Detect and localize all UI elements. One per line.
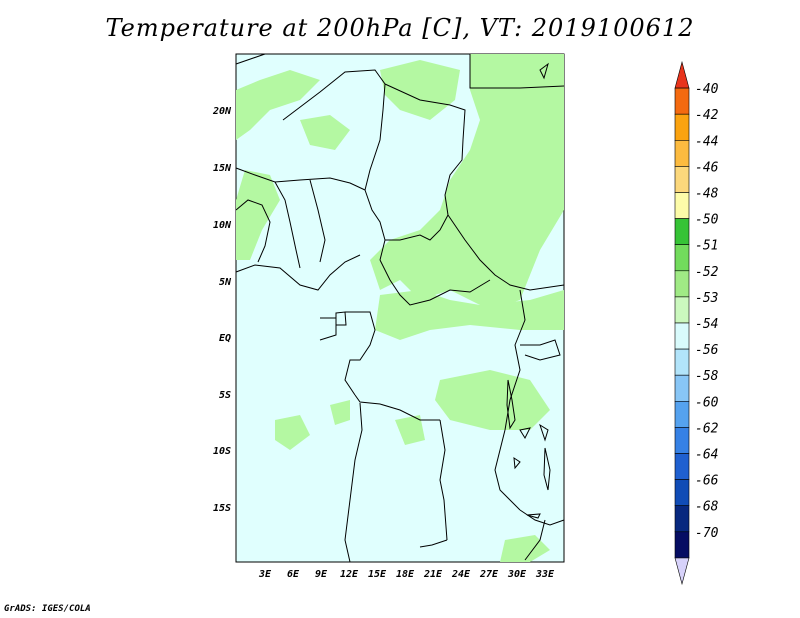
- colorbar-swatch: [674, 453, 690, 480]
- lakes: [506, 62, 551, 519]
- lon-label: 6E: [287, 569, 300, 580]
- colorbar-swatch: [674, 192, 690, 219]
- colorbar-swatch: [674, 427, 690, 454]
- lon-label: 24E: [451, 569, 471, 580]
- colorbar-swatch: [674, 87, 690, 115]
- colorbar-swatch: [674, 400, 690, 428]
- colorbar-swatch: [674, 140, 690, 167]
- colorbar-label: -42: [695, 108, 719, 123]
- grads-credit: GrADS: IGES/COLA: [4, 604, 91, 614]
- colorbar-swatch: [674, 479, 690, 507]
- warm-patches: [236, 54, 564, 562]
- lon-axis: 3E 6E 9E 12E 15E 18E 21E 24E 27E 30E 33E: [258, 569, 555, 580]
- colorbar: -40 -42 -44 -46 -48 -50 -51 -52 -53 -54 -56 -58 -60 -…: [674, 60, 719, 586]
- lon-label: 21E: [423, 569, 443, 580]
- colorbar-label: -50: [695, 213, 719, 228]
- colorbar-label: -46: [695, 160, 719, 175]
- colorbar-swatch: [674, 244, 690, 272]
- colorbar-label: -68: [695, 500, 719, 515]
- lat-label: 15S: [213, 503, 231, 514]
- colorbar-label: -52: [695, 265, 719, 280]
- colorbar-label: -64: [695, 448, 718, 463]
- colorbar-swatch: [674, 348, 690, 376]
- lat-label: EQ: [219, 333, 231, 344]
- lon-label: 27E: [479, 569, 499, 580]
- colorbar-label: -48: [695, 187, 719, 202]
- colorbar-swatch: [674, 374, 690, 402]
- colorbar-swatch: [674, 531, 690, 559]
- lon-label: 12E: [340, 569, 359, 580]
- colorbar-label: -56: [695, 343, 719, 358]
- colorbar-swatch: [674, 270, 690, 298]
- colorbar-swatch: [674, 505, 690, 533]
- lon-label: 15E: [368, 569, 387, 580]
- lat-label: 5N: [219, 277, 232, 288]
- map-title: Temperature at 200hPa [C], VT: 201910061…: [105, 14, 695, 42]
- colorbar-label: -54: [695, 317, 718, 332]
- colorbar-label: -60: [695, 395, 719, 410]
- lon-label: 18E: [396, 569, 415, 580]
- colorbar-swatch: [674, 218, 690, 246]
- lat-label: 20N: [212, 106, 232, 117]
- lat-label: 10N: [213, 220, 232, 231]
- colorbar-label: -66: [695, 474, 719, 489]
- colorbar-label: -51: [695, 239, 718, 254]
- colorbar-label: -44: [695, 134, 718, 149]
- lon-label: 30E: [507, 569, 527, 580]
- colorbar-label: -40: [695, 82, 719, 97]
- lon-label: 9E: [315, 569, 328, 580]
- colorbar-top-arrow: [674, 60, 690, 89]
- colorbar-label: -58: [695, 369, 719, 384]
- colorbar-label: -70: [695, 526, 719, 541]
- lat-label: 10S: [213, 446, 231, 457]
- colorbar-swatch: [674, 113, 690, 141]
- colorbar-label: -62: [695, 421, 719, 436]
- colorbar-swatch: [674, 296, 690, 324]
- colorbar-label: -53: [695, 291, 718, 306]
- lat-label: 15N: [213, 163, 232, 174]
- lon-label: 33E: [535, 569, 555, 580]
- map-panel: [235, 53, 565, 563]
- lat-label: 5S: [219, 390, 231, 401]
- colorbar-swatch: [674, 166, 690, 193]
- colorbar-swatch: [674, 322, 690, 350]
- colorbar-bottom-arrow: [674, 557, 690, 586]
- lat-axis: 20N 15N 10N 5N EQ 5S 10S 15S: [212, 106, 232, 514]
- lon-label: 3E: [258, 569, 272, 580]
